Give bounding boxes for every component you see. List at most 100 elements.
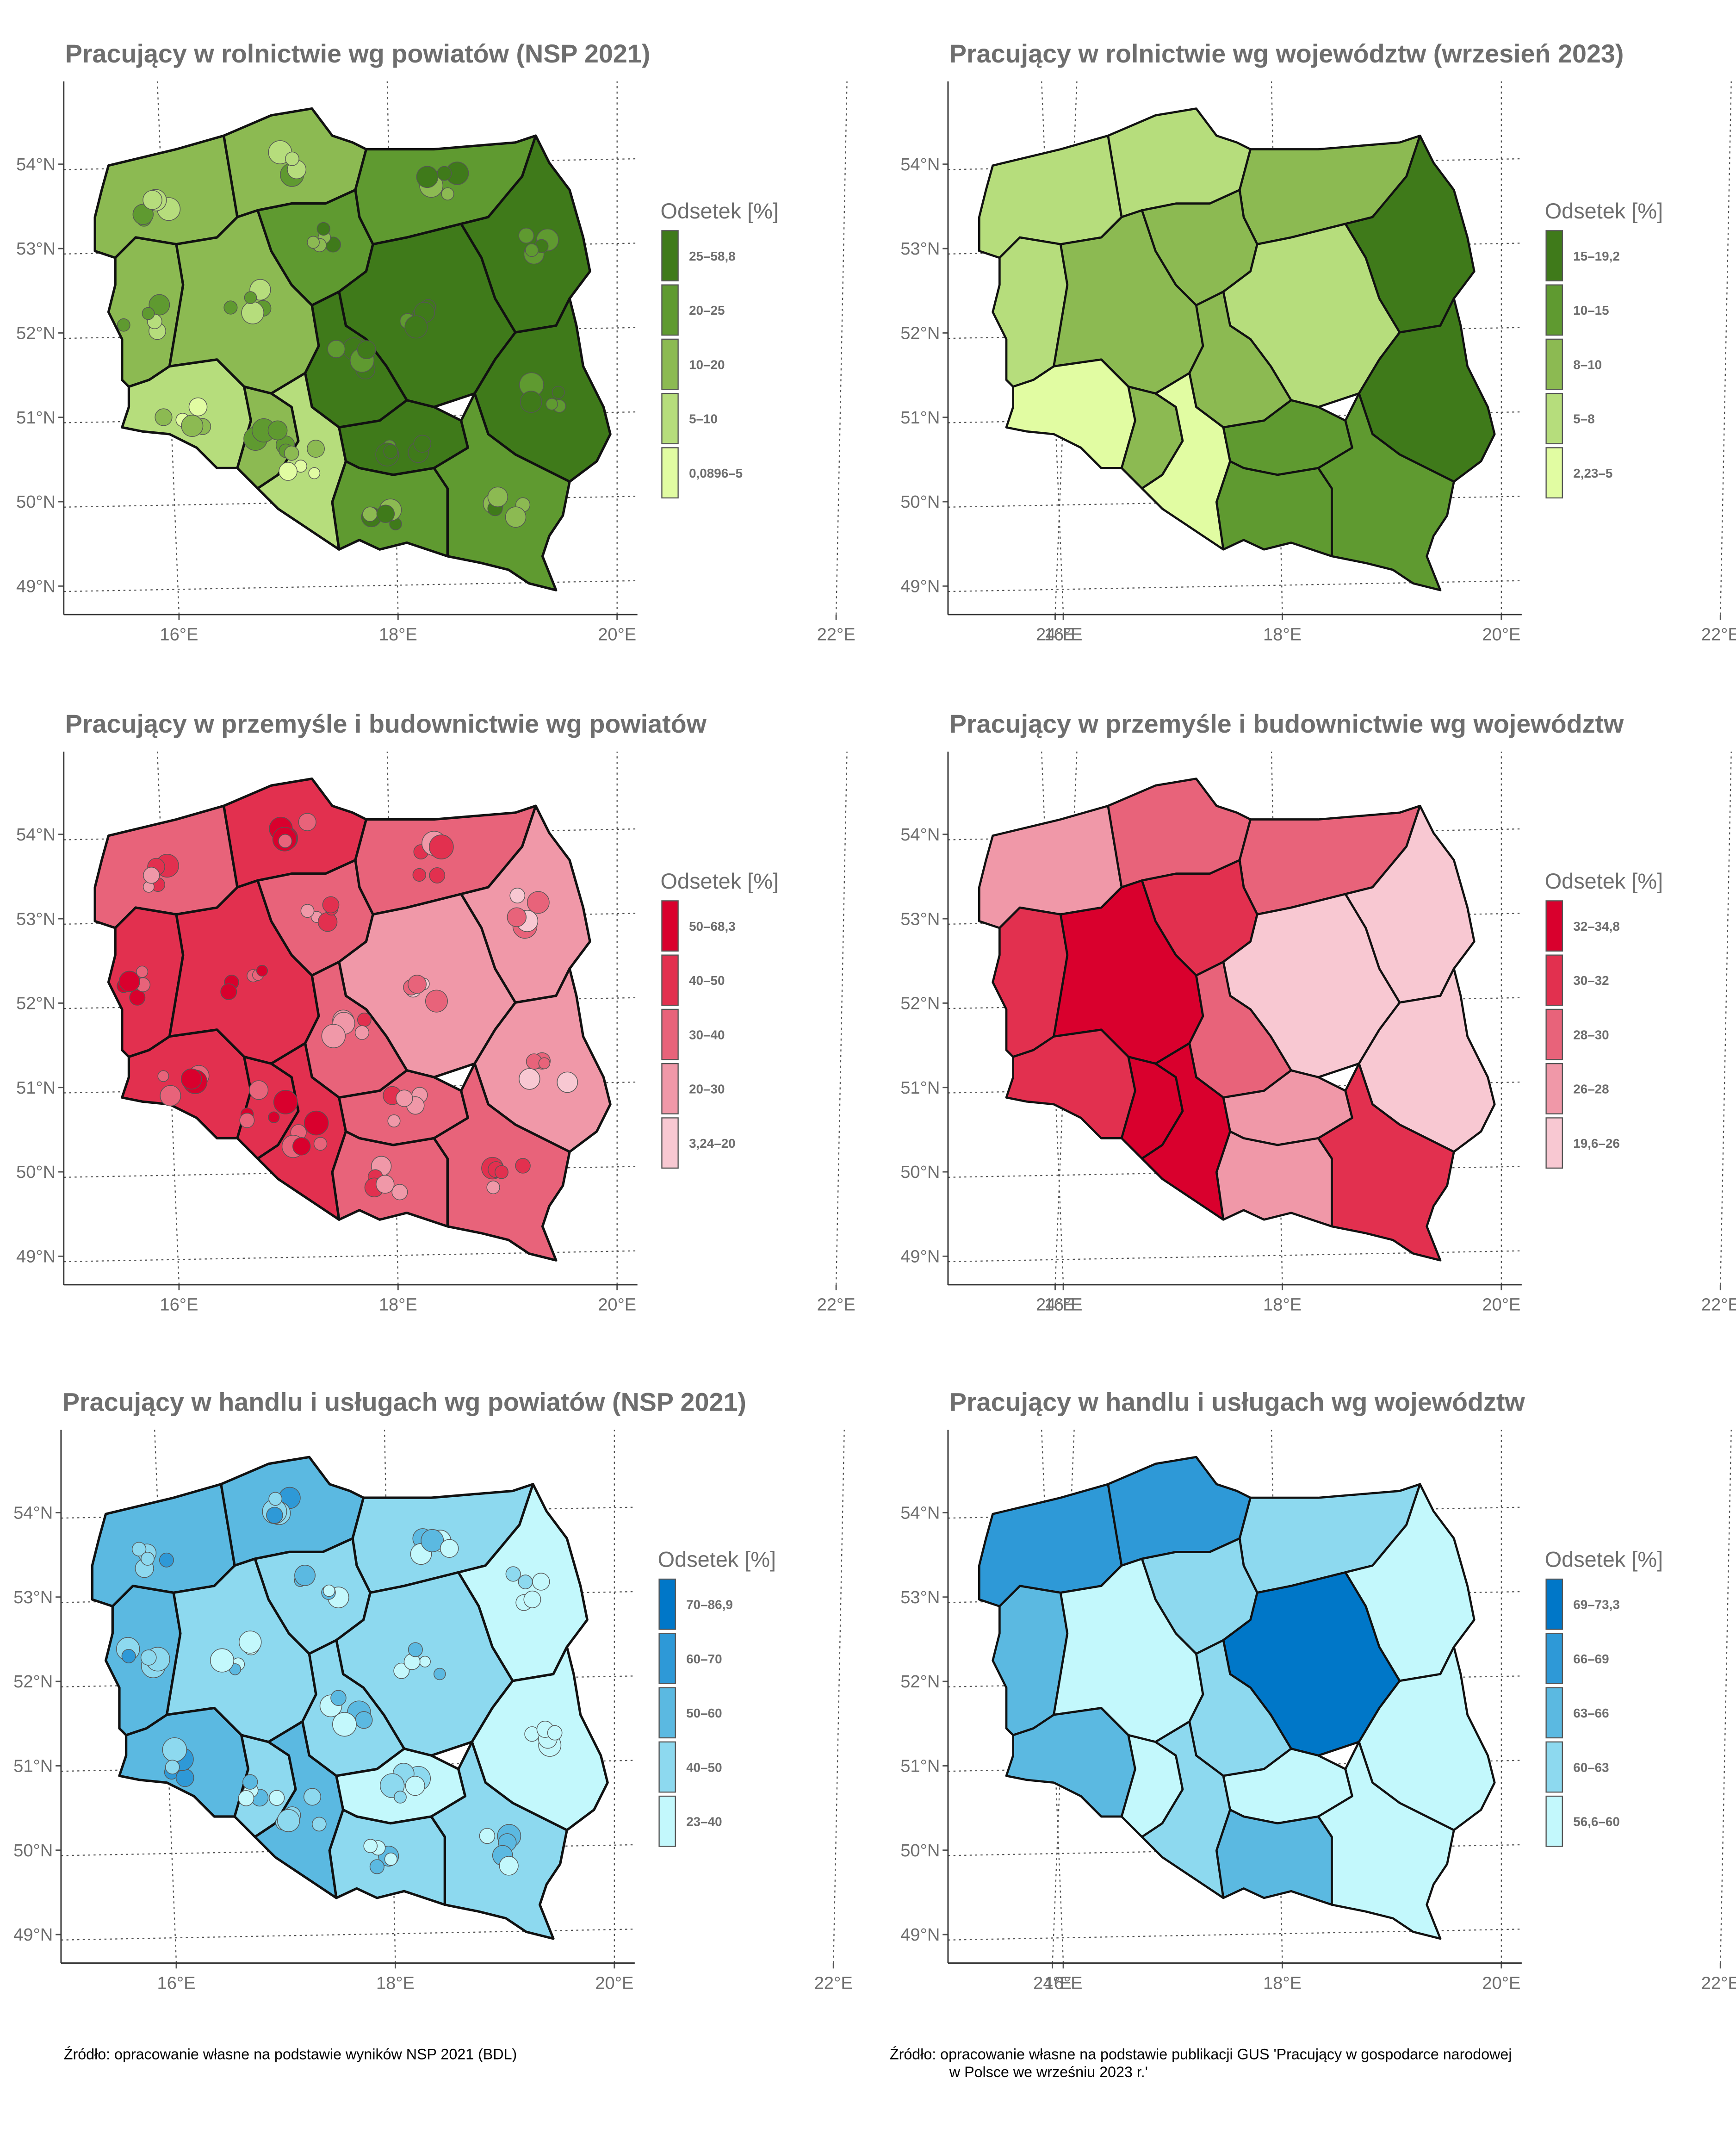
district — [136, 965, 149, 978]
legend-label: 60–63 — [1573, 1760, 1609, 1774]
district — [307, 440, 325, 458]
district — [519, 1068, 540, 1090]
district — [384, 1852, 398, 1866]
region — [1215, 460, 1333, 558]
lon-tick-label: 16°E — [1044, 1973, 1083, 1993]
legend-label: 40–50 — [686, 1760, 722, 1774]
map-panel: Pracujący w rolnictwie wg województw (wr… — [900, 39, 1736, 645]
legend-title: Odsetek [%] — [658, 1548, 776, 1572]
district — [220, 983, 237, 1000]
lat-tick-label: 50°N — [900, 1841, 940, 1861]
lat-tick-label: 52°N — [900, 1672, 940, 1692]
district — [117, 318, 130, 332]
district — [223, 300, 238, 315]
lat-tick-label: 53°N — [16, 239, 56, 259]
district — [317, 912, 338, 932]
legend-label: 20–30 — [689, 1082, 725, 1096]
district — [547, 1725, 563, 1741]
legend-label: 56,6–60 — [1573, 1815, 1620, 1829]
lon-tick-label: 24°E — [1033, 1973, 1072, 1993]
district — [362, 506, 378, 522]
district — [292, 1137, 311, 1156]
district — [249, 1080, 269, 1100]
district — [142, 307, 155, 320]
legend-swatch — [1545, 447, 1563, 498]
district — [434, 1668, 446, 1680]
legend-label: 2,23–5 — [1573, 466, 1612, 480]
lat-tick-label: 49°N — [16, 577, 56, 597]
district — [387, 1114, 401, 1127]
district — [408, 975, 427, 994]
district — [266, 1506, 283, 1524]
district — [429, 867, 446, 884]
lon-tick-label: 20°E — [595, 1973, 633, 1993]
region — [1005, 1707, 1136, 1818]
legend-swatch — [661, 954, 679, 1006]
legend-swatch — [1545, 1008, 1563, 1060]
lon-tick-label: 18°E — [1263, 625, 1302, 645]
district — [242, 1774, 258, 1790]
source-note: Źródło: opracowanie własne na podstawie … — [64, 2046, 517, 2063]
lat-tick-label: 50°N — [16, 1163, 56, 1182]
lon-tick-label: 18°E — [379, 625, 417, 645]
district — [354, 1025, 370, 1040]
lon-tick-label: 18°E — [376, 1973, 415, 1993]
legend-label: 10–20 — [689, 357, 725, 372]
district — [181, 1068, 202, 1090]
legend-swatch — [1545, 1063, 1563, 1114]
lon-tick-label: 22°E — [1701, 1973, 1736, 1993]
district — [141, 1552, 155, 1566]
district — [303, 1788, 321, 1806]
legend-label: 8–10 — [1573, 357, 1602, 372]
district — [256, 964, 268, 977]
legend-label: 10–15 — [1573, 303, 1609, 317]
panel-title: Pracujący w rolnictwie wg województw (wr… — [949, 39, 1624, 68]
district — [294, 1564, 316, 1586]
district — [304, 1110, 329, 1136]
district — [391, 1184, 408, 1201]
legend-label: 40–50 — [689, 973, 725, 988]
legend-swatch — [658, 1795, 676, 1847]
lon-tick-label: 20°E — [1482, 625, 1520, 645]
district — [175, 1768, 194, 1787]
district — [244, 291, 257, 304]
legend-title: Odsetek [%] — [1545, 1548, 1663, 1572]
legend-label: 50–60 — [686, 1706, 722, 1720]
district — [546, 398, 558, 411]
map-panel: Pracujący w przemyśle i budownictwie wg … — [900, 709, 1736, 1315]
district — [131, 1542, 147, 1556]
district — [376, 504, 395, 523]
district — [393, 1662, 410, 1679]
district — [505, 1566, 521, 1582]
legend-swatch — [1545, 338, 1563, 390]
legend-swatch — [1545, 392, 1563, 444]
legend-swatch — [658, 1578, 676, 1630]
legend-label: 28–30 — [1573, 1027, 1609, 1042]
district — [162, 1737, 187, 1762]
legend-label: 30–32 — [1573, 973, 1609, 988]
district — [421, 1529, 444, 1552]
district — [268, 1492, 283, 1506]
district — [495, 1165, 508, 1179]
district — [515, 1158, 531, 1174]
legend-label: 69–73,3 — [1573, 1598, 1620, 1612]
district — [308, 467, 321, 479]
region — [1215, 1808, 1333, 1906]
district — [132, 204, 154, 225]
district — [486, 1180, 500, 1195]
lon-tick-label: 18°E — [379, 1295, 417, 1315]
lon-tick-label: 16°E — [160, 1295, 198, 1315]
legend-swatch — [1545, 230, 1563, 281]
lon-tick-label: 20°E — [598, 1295, 636, 1315]
lat-tick-label: 54°N — [13, 1504, 53, 1523]
district — [429, 834, 454, 859]
district — [369, 1859, 384, 1874]
panel-title: Pracujący w przemyśle i budownictwie wg … — [65, 709, 707, 738]
lon-tick-label: 16°E — [160, 625, 198, 645]
district — [332, 1712, 357, 1737]
legend-swatch — [1545, 284, 1563, 336]
lat-tick-label: 52°N — [13, 1672, 53, 1692]
district — [143, 190, 162, 210]
source-note: w Polsce we wrześniu 2023 r.' — [949, 2064, 1148, 2080]
district — [383, 444, 398, 459]
